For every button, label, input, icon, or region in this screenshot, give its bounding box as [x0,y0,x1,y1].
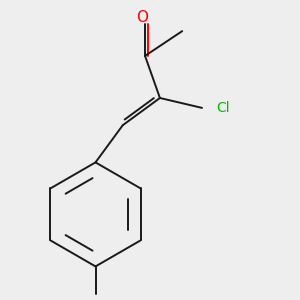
Text: Cl: Cl [216,101,230,115]
Text: O: O [136,10,148,25]
